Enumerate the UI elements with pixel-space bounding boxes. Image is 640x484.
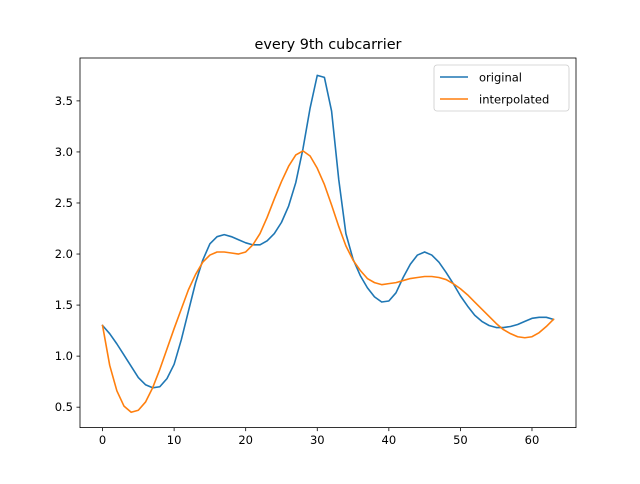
x-tick-label: 10: [167, 433, 182, 447]
y-tick-label: 2.0: [55, 247, 73, 261]
legend: original interpolated: [433, 64, 570, 112]
x-tick-label: 20: [238, 433, 253, 447]
x-axis: 0 10 20 30 40 50 60: [99, 427, 540, 447]
x-tick-label: 60: [525, 433, 540, 447]
x-tick-label: 50: [453, 433, 468, 447]
x-tick-label: 0: [99, 433, 106, 447]
y-axis: 0.5 1.0 1.5 2.0 2.5 3.0 3.5: [55, 94, 80, 414]
plot-area: [80, 58, 576, 428]
y-tick-label: 0.5: [55, 400, 73, 414]
legend-label: interpolated: [479, 93, 549, 107]
axes-spines: [79, 57, 577, 429]
chart-title: every 9th cubcarrier: [255, 37, 402, 53]
y-tick-label: 1.0: [55, 349, 73, 363]
legend-label: original: [479, 71, 522, 85]
axes-frame: [79, 57, 577, 429]
series-layer: [101, 74, 555, 414]
x-tick-label: 40: [382, 433, 397, 447]
x-tick-label: 30: [310, 433, 325, 447]
series-line-original: [101, 74, 555, 389]
series-line-interpolated: [101, 150, 555, 414]
y-tick-label: 3.0: [55, 145, 73, 159]
y-tick-label: 1.5: [55, 298, 73, 312]
y-tick-label: 2.5: [55, 196, 73, 210]
y-tick-label: 3.5: [55, 94, 73, 108]
